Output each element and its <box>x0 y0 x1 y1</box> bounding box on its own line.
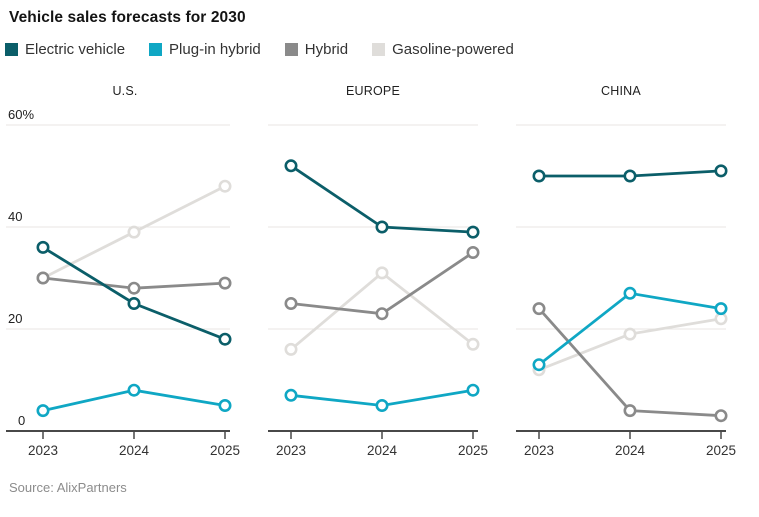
y-axis-label: 60% <box>8 107 34 122</box>
panels-row: U.S. 0 20 40 60% 2023 2024 2025 EUROPE 2023 202… <box>0 84 759 460</box>
data-point-plug-in-hybrid-2023 <box>532 358 546 372</box>
data-point-hybrid-2023 <box>36 271 50 285</box>
data-point-hybrid-2025 <box>218 276 232 290</box>
us-chart-svg: 0 20 40 60% 2023 2024 2025 <box>6 107 240 458</box>
y-axis-label: 0 <box>18 413 25 428</box>
legend-swatch-gasoline-powered <box>372 43 386 56</box>
data-point-gasoline-powered-2024 <box>375 266 389 280</box>
data-point-electric-vehicle-2024 <box>127 297 141 311</box>
x-axis-label: 2025 <box>210 443 240 458</box>
data-point-hybrid-2024 <box>623 404 637 418</box>
panel-title-us: U.S. <box>112 84 138 98</box>
legend: Electric vehicle Plug-in hybrid Hybrid G… <box>5 41 759 58</box>
data-point-hybrid-2025 <box>466 246 480 260</box>
data-point-electric-vehicle-2024 <box>623 169 637 183</box>
x-axis-label: 2023 <box>276 443 306 458</box>
legend-swatch-plug-in-hybrid <box>149 43 163 56</box>
x-axis-label: 2025 <box>706 443 736 458</box>
legend-item-plug-in-hybrid: Plug-in hybrid <box>149 41 261 58</box>
data-point-plug-in-hybrid-2025 <box>466 383 480 397</box>
panel-europe: EUROPE 2023 2024 2025 <box>268 84 488 460</box>
data-point-electric-vehicle-2025 <box>466 225 480 239</box>
legend-label: Electric vehicle <box>25 41 126 58</box>
data-point-gasoline-powered-2025 <box>714 312 728 326</box>
legend-label: Hybrid <box>304 41 349 58</box>
data-point-plug-in-hybrid-2024 <box>127 383 141 397</box>
chart-title: Vehicle sales forecasts for 2030 <box>9 9 246 26</box>
legend-item-electric-vehicle: Electric vehicle <box>5 41 125 58</box>
data-point-electric-vehicle-2023 <box>36 240 50 254</box>
data-point-gasoline-powered-2025 <box>466 337 480 351</box>
legend-item-gasoline-powered: Gasoline-powered <box>372 41 514 58</box>
panel-us: U.S. 0 20 40 60% 2023 2024 2025 <box>0 84 240 460</box>
series-line-hybrid <box>290 251 474 316</box>
data-point-electric-vehicle-2023 <box>284 159 298 173</box>
x-axis-label: 2023 <box>28 443 58 458</box>
data-point-plug-in-hybrid-2023 <box>36 404 50 418</box>
chart-container: Vehicle sales forecasts for 2030 Electri… <box>0 9 759 517</box>
y-axis-label: 20 <box>8 311 22 326</box>
europe-chart-svg: 2023 2024 2025 <box>268 124 488 458</box>
data-point-gasoline-powered-2025 <box>218 179 232 193</box>
y-axis-label: 40 <box>8 209 22 224</box>
data-point-electric-vehicle-2025 <box>714 164 728 178</box>
x-axis-label: 2024 <box>119 443 150 458</box>
legend-swatch-hybrid <box>284 43 298 56</box>
data-point-electric-vehicle-2023 <box>532 169 546 183</box>
legend-label: Plug-in hybrid <box>169 41 261 58</box>
data-point-plug-in-hybrid-2024 <box>375 398 389 412</box>
x-axis-label: 2024 <box>367 443 398 458</box>
data-point-electric-vehicle-2024 <box>375 220 389 234</box>
source-note: Source: AlixPartners <box>9 480 127 495</box>
data-point-plug-in-hybrid-2025 <box>714 302 728 316</box>
data-point-hybrid-2024 <box>375 307 389 321</box>
data-point-electric-vehicle-2025 <box>218 332 232 346</box>
legend-swatch-electric-vehicle <box>5 43 18 56</box>
data-point-gasoline-powered-2024 <box>127 225 141 239</box>
x-axis-label: 2025 <box>458 443 488 458</box>
legend-item-hybrid: Hybrid <box>284 41 349 58</box>
data-point-plug-in-hybrid-2023 <box>284 388 298 402</box>
legend-label: Gasoline-powered <box>392 41 514 58</box>
panel-title-china: CHINA <box>601 84 641 98</box>
data-point-hybrid-2025 <box>714 409 728 423</box>
data-point-hybrid-2023 <box>284 297 298 311</box>
data-point-gasoline-powered-2024 <box>623 327 637 341</box>
data-point-hybrid-2023 <box>532 302 546 316</box>
data-point-hybrid-2024 <box>127 281 141 295</box>
china-chart-svg: 2023 2024 2025 <box>516 124 736 458</box>
panel-china: CHINA 2023 2024 2025 <box>516 84 736 460</box>
panel-title-europe: EUROPE <box>346 84 400 98</box>
data-point-plug-in-hybrid-2025 <box>218 398 232 412</box>
x-axis-label: 2023 <box>524 443 554 458</box>
x-axis-label: 2024 <box>615 443 646 458</box>
data-point-plug-in-hybrid-2024 <box>623 286 637 300</box>
data-point-gasoline-powered-2023 <box>284 342 298 356</box>
